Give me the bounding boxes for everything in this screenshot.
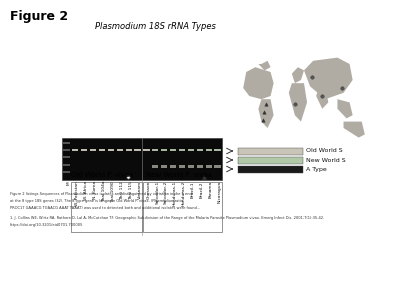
- Bar: [63, 164, 70, 166]
- Polygon shape: [292, 67, 304, 83]
- Polygon shape: [243, 67, 274, 99]
- Text: https://doi.org/10.3201/eid0701.700005: https://doi.org/10.3201/eid0701.700005: [10, 223, 84, 227]
- Bar: [63, 171, 70, 173]
- Text: A Type: A Type: [306, 167, 327, 172]
- Bar: [170, 165, 176, 168]
- Bar: [63, 142, 70, 144]
- Polygon shape: [316, 86, 328, 109]
- Text: M: M: [54, 157, 59, 161]
- Text: Plasmodium 18S rRNA Types: Plasmodium 18S rRNA Types: [94, 22, 216, 31]
- Bar: [214, 165, 221, 168]
- Text: Vietnam: Vietnam: [138, 181, 142, 199]
- Bar: [72, 148, 78, 151]
- Bar: [179, 148, 185, 151]
- Text: Thai 112: Thai 112: [120, 181, 124, 200]
- Bar: [63, 156, 70, 158]
- Text: Honduras-2: Honduras-2: [182, 181, 186, 206]
- Bar: [90, 148, 96, 151]
- Bar: [71, 182, 142, 232]
- Text: Brazil-1: Brazil-1: [191, 181, 195, 197]
- Polygon shape: [258, 61, 270, 70]
- Text: Nicaragua: Nicaragua: [218, 181, 222, 203]
- Text: Salvador-1: Salvador-1: [155, 181, 159, 204]
- Bar: [63, 149, 70, 151]
- Bar: [62, 138, 222, 180]
- Text: Honduras-1: Honduras-1: [173, 181, 177, 206]
- Bar: [142, 182, 222, 232]
- Bar: [197, 148, 203, 151]
- Text: Thai 104a: Thai 104a: [102, 181, 106, 203]
- Bar: [134, 148, 141, 151]
- Bar: [81, 148, 87, 151]
- Bar: [161, 165, 167, 168]
- Text: Thai 115: Thai 115: [129, 181, 133, 200]
- Text: Thai 1090: Thai 1090: [111, 181, 115, 203]
- Bar: [179, 165, 185, 168]
- Text: Old World S: Old World S: [306, 148, 343, 154]
- Bar: [152, 165, 158, 168]
- Text: Chesson: Chesson: [146, 181, 150, 200]
- Text: Figure 2: Figure 2: [10, 10, 68, 23]
- Text: 1. J. Collins WE, Wirtz RA, Rathore D, Lal A, McCutchan TF. Geographic Subdivisi: 1. J. Collins WE, Wirtz RA, Rathore D, L…: [10, 216, 324, 220]
- Bar: [238, 166, 303, 172]
- Bar: [206, 148, 212, 151]
- Bar: [143, 148, 150, 151]
- Text: at the 8 type 18S genes (32). The 8 type gene is longer in Old World P. vivax. (: at the 8 type 18S genes (32). The 8 type…: [10, 199, 183, 203]
- Text: Brazil-2: Brazil-2: [200, 181, 204, 197]
- Polygon shape: [289, 83, 307, 122]
- Bar: [117, 148, 123, 151]
- Bar: [188, 165, 194, 168]
- Text: W. Pakistan: W. Pakistan: [75, 181, 79, 206]
- Bar: [170, 148, 176, 151]
- Bar: [238, 148, 303, 154]
- Bar: [99, 148, 105, 151]
- Bar: [161, 148, 167, 151]
- Polygon shape: [338, 99, 353, 119]
- Text: Panama: Panama: [209, 181, 213, 198]
- Bar: [188, 148, 194, 151]
- Bar: [126, 148, 132, 151]
- Bar: [197, 165, 203, 168]
- Bar: [206, 165, 212, 168]
- Polygon shape: [344, 122, 365, 138]
- Text: New World P. vivax: New World P. vivax: [146, 172, 212, 178]
- Text: New World S: New World S: [306, 158, 346, 163]
- Text: PROC17 GAAACG TGAACG AAAT TAAAT) was used to detected both and additional isolat: PROC17 GAAACG TGAACG AAAT TAAAT) was use…: [10, 206, 200, 210]
- Text: M: M: [66, 181, 70, 185]
- Text: N. Korea: N. Korea: [93, 181, 97, 199]
- Bar: [214, 148, 221, 151]
- Bar: [238, 157, 303, 164]
- Bar: [108, 148, 114, 151]
- Bar: [152, 148, 158, 151]
- Text: Figure 2 listings Sequences of Plasmodium vivax isolates are distinguished by va: Figure 2 listings Sequences of Plasmodiu…: [10, 192, 192, 196]
- Polygon shape: [258, 99, 274, 128]
- Text: Old World P. vivax: Old World P. vivax: [71, 172, 133, 178]
- Text: W. Africa: W. Africa: [84, 181, 88, 200]
- Polygon shape: [304, 58, 353, 99]
- Text: Salvador-2: Salvador-2: [164, 181, 168, 204]
